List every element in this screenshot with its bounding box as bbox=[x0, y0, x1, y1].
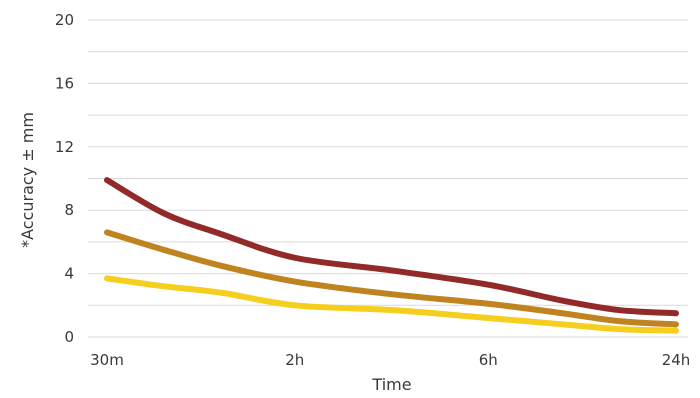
x-axis-title: Time bbox=[371, 375, 411, 394]
y-tick-labels: 0 4 8 12 16 20 bbox=[55, 11, 74, 346]
y-axis-title: *Accuracy ± mm bbox=[18, 112, 37, 248]
x-tick-label: 2h bbox=[285, 351, 304, 369]
y-tick-label: 8 bbox=[64, 201, 74, 219]
x-tick-labels: 30m 2h 6h 24h bbox=[90, 351, 690, 369]
y-tick-label: 16 bbox=[55, 74, 74, 92]
series-lines bbox=[104, 177, 679, 334]
x-tick-label: 6h bbox=[479, 351, 498, 369]
y-tick-label: 4 bbox=[64, 265, 74, 283]
series-line-1 bbox=[104, 177, 679, 317]
x-tick-label: 30m bbox=[90, 351, 124, 369]
gridlines bbox=[88, 19, 688, 338]
series-line-3 bbox=[104, 275, 679, 334]
x-tick-label: 24h bbox=[662, 351, 691, 369]
series-line-2 bbox=[104, 229, 679, 328]
y-tick-label: 20 bbox=[55, 11, 74, 29]
y-tick-label: 0 bbox=[64, 328, 74, 346]
y-tick-label: 12 bbox=[55, 138, 74, 156]
